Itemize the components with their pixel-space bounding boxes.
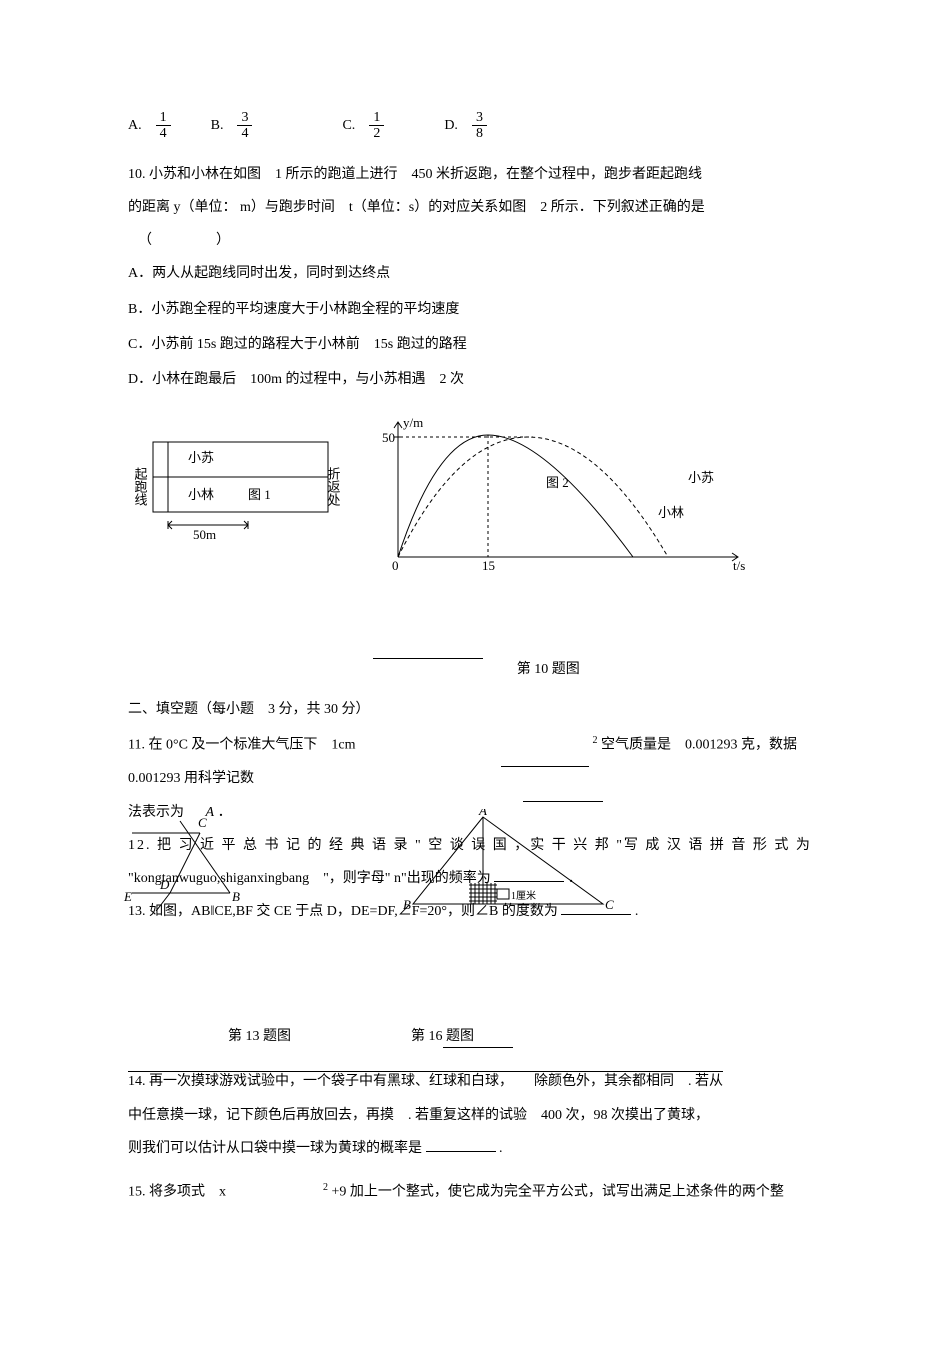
q13-line1: 13. 如图，AB‖CE,BF 交 CE 于点 D，DE=DF,∠F=20°，则… (128, 899, 825, 924)
fig2-xlabel: t/s (733, 558, 745, 573)
q9-options: A. 1 4 B. 3 4 C. 1 2 D. 3 8 (128, 110, 825, 142)
subfigure-captions: 第 13 题图 第 16 题图 (228, 1024, 825, 1049)
q12-blank (494, 868, 564, 882)
fraction-c: 1 2 (369, 110, 384, 142)
q11-rule (523, 788, 603, 802)
q11-line1: 11. 在 0°C 及一个标准大气压下 1cm 2 空气质量是 0.001293… (128, 732, 825, 758)
svg-text:A: A (478, 809, 487, 818)
option-a: A. 1 4 (128, 110, 211, 142)
q12-q13-block: C B D E F A B C 1厘米 12. 把 习 近 平 总 书 记 的 … (128, 833, 825, 925)
q12-line2: "kongtanwuguo,shiganxingbang "，则字母" n"出现… (128, 866, 825, 891)
fig1-distance: 50m (193, 527, 216, 542)
option-b-label: B. (211, 113, 224, 138)
q10-option-b: B．小苏跑全程的平均速度大于小林跑全程的平均速度 (128, 297, 825, 322)
q10-paren: （ ） (128, 228, 825, 253)
option-c-label: C. (342, 113, 355, 138)
q11-line2: 0.001293 用科学记数 (128, 766, 825, 791)
fig1-right-label: 折返处 (326, 467, 341, 506)
q10-figure-area: 起跑线 折返处 小苏 小林 图 1 50m y/m 50 15 (128, 417, 825, 577)
q11-superscript: 2 (593, 735, 598, 746)
figure-1: 起跑线 折返处 小苏 小林 图 1 50m (128, 417, 358, 547)
option-a-label: A. (128, 113, 142, 138)
caption-q13: 第 13 题图 (228, 1024, 291, 1049)
q15-superscript: 2 (323, 1182, 328, 1193)
option-c: C. 1 2 (342, 110, 424, 142)
q10-caption-text: 第 10 题图 (517, 662, 580, 677)
fig1-left-label: 起跑线 (133, 467, 148, 506)
fig2-x15: 15 (482, 558, 495, 573)
fig1-lin-label: 小林 (188, 487, 214, 502)
fig2-ymax: 50 (382, 430, 395, 445)
fig2-caption: 图 2 (546, 475, 569, 490)
fig1-caption: 图 1 (248, 487, 271, 502)
figure-2: y/m 50 15 0 t/s 图 2 小苏 小林 (358, 417, 758, 577)
q14-line1: 14. 再一次摸球游戏试验中，一个袋子中有黑球、红球和白球， 除颜色外，其余都相… (128, 1069, 825, 1094)
caption-rule (373, 658, 483, 659)
fig2-curve-lin-a (398, 435, 488, 557)
q13-blank (561, 901, 631, 915)
q10-line2: 的距离 y（单位： m）与跑步时间 t（单位：s）的对应关系如图 2 所示．下列… (128, 195, 825, 220)
fig2-curve-lin-b (488, 435, 633, 557)
q15-line1: 15. 将多项式 x 2 +9 加上一个整式，使它成为完全平方公式，试写出满足上… (128, 1179, 825, 1205)
q10-option-c: C．小苏前 15s 跑过的路程大于小林前 15s 跑过的路程 (128, 332, 825, 357)
fig2-origin: 0 (392, 558, 399, 573)
q10-option-a: A．两人从起跑线同时出发，同时到达终点 (128, 261, 825, 286)
q10-option-d: D．小林在跑最后 100m 的过程中，与小苏相遇 2 次 (128, 367, 825, 392)
option-d: D. 3 8 (444, 110, 527, 142)
fraction-d: 3 8 (472, 110, 487, 142)
option-b: B. 3 4 (211, 110, 293, 142)
fig2-ylabel: y/m (403, 417, 423, 430)
q14-top-rule (443, 1034, 513, 1048)
svg-text:C: C (198, 815, 207, 830)
fig2-lin-label: 小林 (658, 505, 684, 520)
fig2-su-label: 小苏 (688, 470, 714, 485)
q14-line2: 中任意摸一球，记下颜色后再放回去，再摸 . 若重复这样的试验 400 次，98 … (128, 1103, 825, 1128)
q14-line3: 则我们可以估计从口袋中摸一球为黄球的概率是 . (128, 1136, 825, 1161)
fig2-curve-su (398, 437, 668, 557)
option-d-label: D. (444, 113, 458, 138)
section-2-title: 二、填空题（每小题 3 分，共 30 分） (128, 697, 825, 722)
q14-blank (426, 1138, 496, 1152)
q12-line1: 12. 把 习 近 平 总 书 记 的 经 典 语 录 " 空 谈 误 国 ，实… (128, 833, 825, 858)
fraction-b: 3 4 (237, 110, 252, 142)
q11-blank-rule (501, 753, 589, 767)
fig1-su-label: 小苏 (188, 450, 214, 465)
q10-line1: 10. 小苏和小林在如图 1 所示的跑道上进行 450 米折返跑，在整个过程中，… (128, 162, 825, 187)
q10-figure-caption: 第 10 题图 (128, 657, 825, 682)
fig13-svg: C B D E F (120, 811, 250, 911)
fraction-a: 1 4 (156, 110, 171, 142)
q14-block: 14. 再一次摸球游戏试验中，一个袋子中有黑球、红球和白球， 除颜色外，其余都相… (128, 1069, 825, 1094)
